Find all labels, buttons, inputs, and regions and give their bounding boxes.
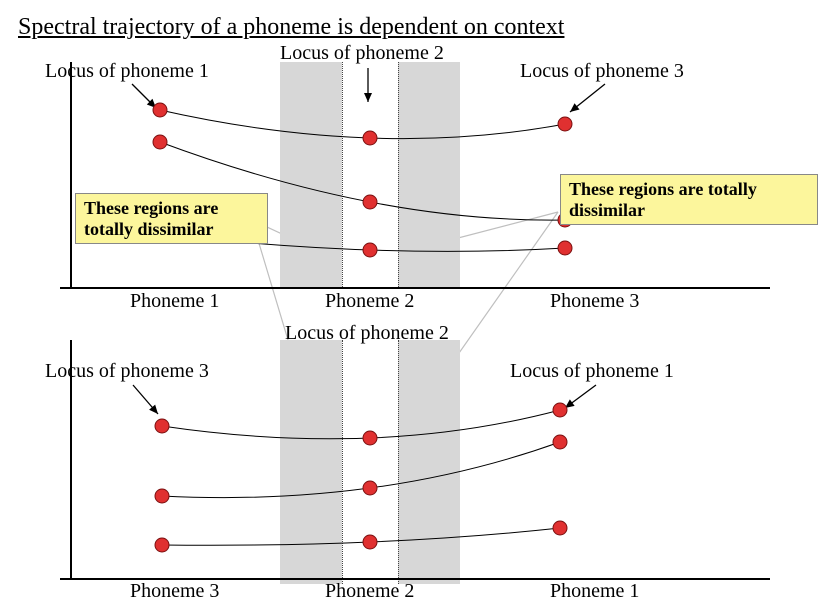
locus-label: Locus of phoneme 3 [45,360,209,383]
transition-band [398,340,460,584]
callout-line: These regions are totally [569,179,757,199]
locus-marker [155,538,169,552]
locus-label: Locus of phoneme 3 [520,60,684,83]
x-axis [60,287,770,289]
trajectory-curve [162,528,560,545]
transition-band [280,340,342,584]
arrowhead-icon [565,399,575,408]
callout-line: These regions are [84,198,218,218]
locus-arrow [570,84,605,112]
locus-marker [155,419,169,433]
phoneme-label: Phoneme 2 [325,580,414,603]
arrowhead-icon [570,103,580,112]
trajectory-curve [162,410,560,439]
phoneme-label: Phoneme 2 [325,290,414,313]
y-axis [70,62,72,287]
locus-marker [363,131,377,145]
locus-marker [553,521,567,535]
phoneme-label: Phoneme 1 [130,290,219,313]
locus-arrow [133,385,158,414]
dotted-divider [342,340,343,584]
dotted-divider [398,62,399,287]
phoneme-label: Phoneme 3 [550,290,639,313]
locus-marker [553,435,567,449]
callout-line: dissimilar [569,200,645,220]
locus-arrow [565,385,596,408]
trajectory-curve [160,110,565,139]
locus-marker [363,535,377,549]
arrowhead-icon [147,99,156,108]
locus-label: Locus of phoneme 2 [280,42,444,65]
arrowhead-icon [149,405,158,414]
locus-marker [153,103,167,117]
locus-marker [558,241,572,255]
locus-marker [553,403,567,417]
callout-dissimilar-right: These regions are totallydissimilar [560,174,818,225]
callout-line: totally dissimilar [84,219,214,239]
trajectory-curve [162,442,560,498]
callout-dissimilar-left: These regions aretotally dissimilar [75,193,268,244]
dotted-divider [398,340,399,584]
dotted-divider [342,62,343,287]
locus-arrow [132,84,156,108]
locus-label: Locus of phoneme 1 [45,60,209,83]
phoneme-label: Phoneme 1 [550,580,639,603]
transition-band [280,62,342,287]
locus-label: Locus of phoneme 2 [285,322,449,345]
locus-marker [363,243,377,257]
transition-band [398,62,460,287]
phoneme-label: Phoneme 3 [130,580,219,603]
locus-marker [363,481,377,495]
page-title: Spectral trajectory of a phoneme is depe… [18,14,564,41]
locus-marker [558,117,572,131]
arrowhead-icon [364,93,372,102]
locus-marker [153,135,167,149]
locus-marker [363,431,377,445]
locus-label: Locus of phoneme 1 [510,360,674,383]
diagram-panel-bottom: Phoneme 3Phoneme 2Phoneme 1Locus of phon… [70,340,770,578]
locus-marker [155,489,169,503]
locus-marker [363,195,377,209]
